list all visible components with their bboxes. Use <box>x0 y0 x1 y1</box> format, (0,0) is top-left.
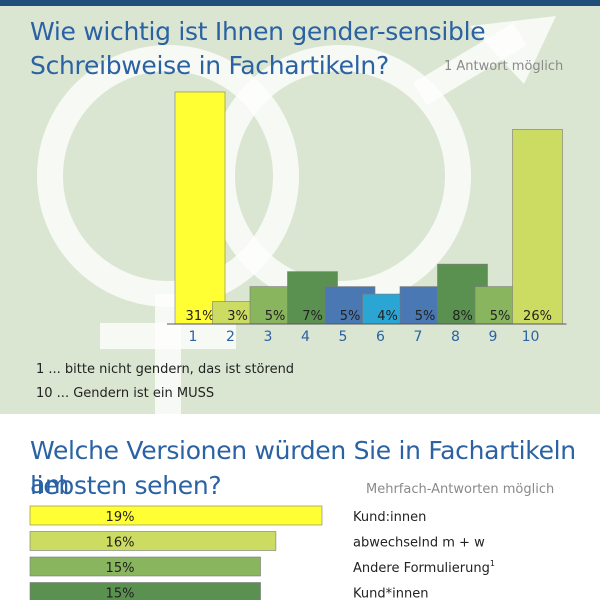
legend-line-1: 1 ... bitte nicht gendern, das ist störe… <box>36 362 295 377</box>
question-two-title-line1: Welche Versionen würden Sie in Fachartik… <box>30 436 576 499</box>
hbar-category-2: abwechselnd m + w <box>353 536 485 551</box>
question-two-panel: Welche Versionen würden Sie in Fachartik… <box>0 414 600 600</box>
hbar-label-1: 19% <box>106 510 135 525</box>
hbar-1 <box>29 505 323 526</box>
footnote-marker: 1 <box>490 559 495 568</box>
question-two-title-line2: liebsten sehen? <box>30 471 222 500</box>
x-tick-6: 6 <box>376 329 385 345</box>
bar-label-3: 5% <box>265 309 286 324</box>
bar-label-6: 4% <box>377 309 398 324</box>
bar-label-7: 5% <box>415 309 436 324</box>
hbar-2 <box>29 531 277 551</box>
hbar-3 <box>29 556 261 577</box>
versions-bar-chart: 19% Kund:innen 16% abwechselnd m + w 15% Ande… <box>29 505 495 600</box>
x-tick-4: 4 <box>301 329 310 345</box>
x-tick-1: 1 <box>189 329 198 345</box>
legend-line-2: 10 ... Gendern ist ein MUSS <box>36 386 215 401</box>
x-tick-7: 7 <box>414 329 423 345</box>
x-tick-2: 2 <box>226 329 235 345</box>
x-tick-10: 10 <box>522 329 540 345</box>
bar-10 <box>512 129 563 325</box>
bar-label-1: 31% <box>186 309 215 324</box>
importance-bar-chart: 31% 1 3% 2 5% 3 7% 4 5% 5 4% 6 5% 7 8% 8 5% 9 26% 10 <box>167 91 567 345</box>
bar-label-9: 5% <box>490 309 511 324</box>
hbar-category-3: Andere Formulierung1 <box>353 559 495 576</box>
top-bar <box>0 0 600 6</box>
x-tick-9: 9 <box>489 329 498 345</box>
question-two-note: Mehrfach-Antworten möglich <box>366 482 555 497</box>
hbar-category-4: Kund*innen <box>353 587 428 600</box>
hbar-label-4: 15% <box>106 587 135 600</box>
male-symbol-arrowhead <box>470 16 556 84</box>
bar-label-8: 8% <box>452 309 473 324</box>
hbar-label-2: 16% <box>106 536 135 551</box>
hbar-label-3: 15% <box>106 561 135 576</box>
x-tick-8: 8 <box>451 329 460 345</box>
bar-label-10: 26% <box>523 309 552 324</box>
x-tick-5: 5 <box>339 329 348 345</box>
bar-label-5: 5% <box>340 309 361 324</box>
question-one-title-line2: Schreibweise in Fachartikeln? <box>30 51 389 80</box>
question-one-panel: Wie wichtig ist Ihnen gender-sensible Sc… <box>0 6 600 414</box>
bar-label-2: 3% <box>227 309 248 324</box>
question-one-note: 1 Antwort möglich <box>444 59 564 74</box>
bar-label-4: 7% <box>302 309 323 324</box>
question-one-title-line1: Wie wichtig ist Ihnen gender-sensible <box>30 17 486 46</box>
bar-1 <box>174 91 226 325</box>
hbar-category-1: Kund:innen <box>353 510 426 525</box>
hbar-4 <box>29 582 261 600</box>
x-tick-3: 3 <box>264 329 273 345</box>
